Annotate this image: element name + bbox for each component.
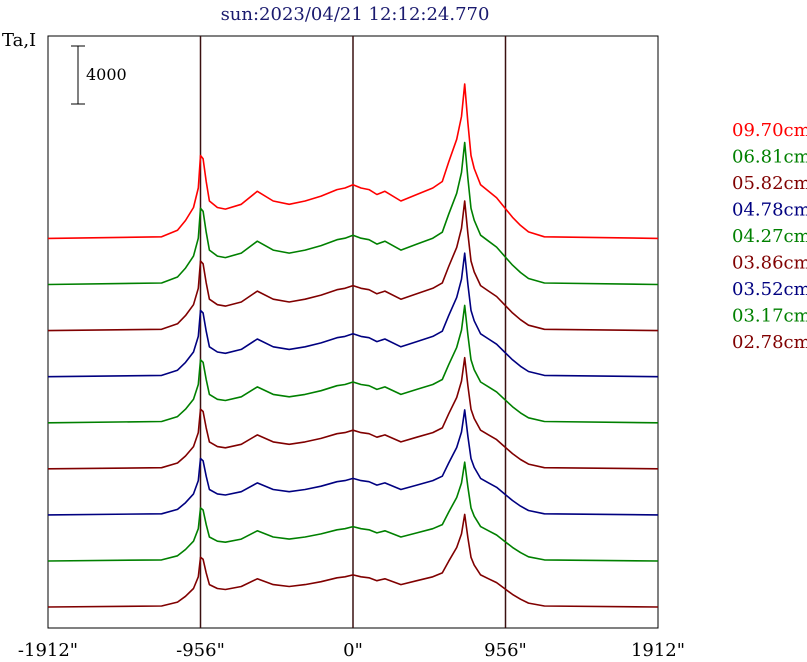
legend-entry: 02.78cm [732,332,807,353]
x-tick-label: -956" [176,640,225,661]
legend-entry: 05.82cm [732,173,807,194]
legend-entry: 04.78cm [732,200,807,221]
series-line-03.86cm [47,356,659,470]
series-line-06.81cm [47,141,659,286]
series-line-03.17cm [47,461,659,562]
series-line-05.82cm [47,200,659,332]
series-line-04.78cm [47,252,659,378]
legend-entry: 03.17cm [732,306,807,327]
vertical-reference-lines [199,36,507,628]
legend-entry: 04.27cm [732,226,807,247]
scale-bar: 4000 [71,45,127,105]
series-lines [47,83,659,608]
series-line-03.52cm [47,409,659,516]
x-tick-labels: -1912" -956" 0" 956" 1912" [18,640,685,661]
series-line-04.27cm [47,304,659,424]
x-tick-label: 0" [343,640,363,661]
y-axis-label: Ta,I [2,30,36,51]
legend-entry: 03.86cm [732,253,807,274]
scale-bar-label: 4000 [86,65,127,84]
legend-entry: 06.81cm [732,147,807,168]
x-tick-label: 1912" [631,640,685,661]
legend-entry: 03.52cm [732,279,807,300]
x-tick-label: -1912" [18,640,78,661]
series-line-09.70cm [47,83,659,240]
chart-title: sun:2023/04/21 12:12:24.770 [221,4,490,25]
legend: 09.70cm 06.81cm 05.82cm 04.78cm 04.27cm 03.86… [732,120,807,353]
series-line-02.78cm [47,513,659,608]
legend-entry: 09.70cm [732,120,807,141]
x-tick-label: 956" [484,640,527,661]
